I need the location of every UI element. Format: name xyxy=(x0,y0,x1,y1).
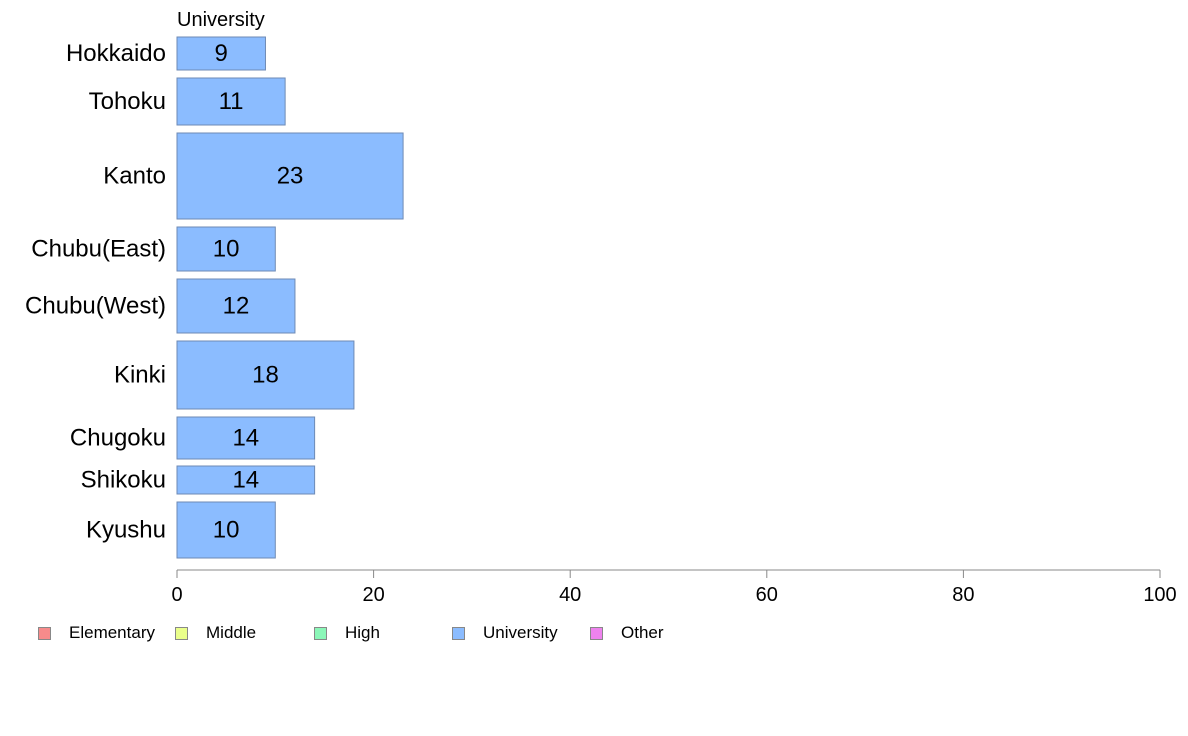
legend-item-university[interactable]: University xyxy=(452,623,558,643)
bar-value-label-chugoku: 14 xyxy=(232,425,259,452)
legend-label-other: Other xyxy=(621,623,664,642)
category-label-chubu-east: Chubu(East) xyxy=(31,236,166,263)
legend-label-elementary: Elementary xyxy=(69,623,155,642)
legend-item-middle[interactable]: Middle xyxy=(175,623,256,643)
legend-swatch-middle xyxy=(175,626,188,640)
bar-chubu-west[interactable] xyxy=(176,278,296,334)
x-tick-label-60: 60 xyxy=(756,584,778,606)
legend-swatch-other xyxy=(590,626,603,640)
bars-group: 9 Hokkaido 11 Tohoku 23 Kanto 10 Chubu(East) 12 C… xyxy=(25,36,404,559)
category-label-kinki: Kinki xyxy=(114,362,166,389)
bar-value-label-kanto: 23 xyxy=(277,163,304,190)
category-label-kyushu: Kyushu xyxy=(86,517,166,544)
legend-swatch-university xyxy=(452,626,465,640)
bar-value-label-shikoku: 14 xyxy=(232,467,259,494)
bar-shikoku[interactable] xyxy=(176,465,316,495)
legend-swatch-high xyxy=(314,626,327,640)
bar-kyushu[interactable] xyxy=(176,501,276,559)
category-label-kanto: Kanto xyxy=(103,163,166,190)
category-label-shikoku: Shikoku xyxy=(81,467,166,494)
category-label-chubu-west: Chubu(West) xyxy=(25,293,166,320)
bar-hokkaido[interactable] xyxy=(176,36,266,71)
category-label-chugoku: Chugoku xyxy=(70,425,166,452)
x-axis: 0 20 40 60 80 100 xyxy=(171,569,1177,606)
x-tick-label-80: 80 xyxy=(952,584,974,606)
category-label-hokkaido: Hokkaido xyxy=(66,40,166,67)
bar-value-label-tohoku: 11 xyxy=(219,88,244,115)
legend-label-high: High xyxy=(345,623,380,642)
x-tick-label-20: 20 xyxy=(362,584,384,606)
bar-chugoku[interactable] xyxy=(176,416,316,460)
x-tick-label-40: 40 xyxy=(559,584,581,606)
facet-title: University xyxy=(177,9,265,31)
bar-chubu-east[interactable] xyxy=(176,226,276,272)
legend-label-middle: Middle xyxy=(206,623,257,642)
legend-item-elementary[interactable]: Elementary xyxy=(38,623,155,643)
bar-value-label-kyushu: 10 xyxy=(213,517,240,544)
bar-tohoku[interactable] xyxy=(176,77,286,126)
legend-item-other[interactable]: Other xyxy=(590,623,664,643)
bar-kanto[interactable] xyxy=(176,132,404,220)
x-tick-label-0: 0 xyxy=(171,584,182,606)
bar-kinki[interactable] xyxy=(176,340,355,410)
category-label-tohoku: Tohoku xyxy=(89,88,166,115)
bar-value-label-hokkaido: 9 xyxy=(215,40,228,67)
legend-item-high[interactable]: High xyxy=(314,623,380,643)
bar-value-label-chubu-east: 10 xyxy=(213,236,240,263)
bar-value-label-kinki: 18 xyxy=(252,362,279,389)
legend-label-university: University xyxy=(483,623,558,642)
x-tick-label-100: 100 xyxy=(1143,584,1176,606)
legend-swatch-elementary xyxy=(38,626,51,640)
bar-value-label-chubu-west: 12 xyxy=(223,293,250,320)
